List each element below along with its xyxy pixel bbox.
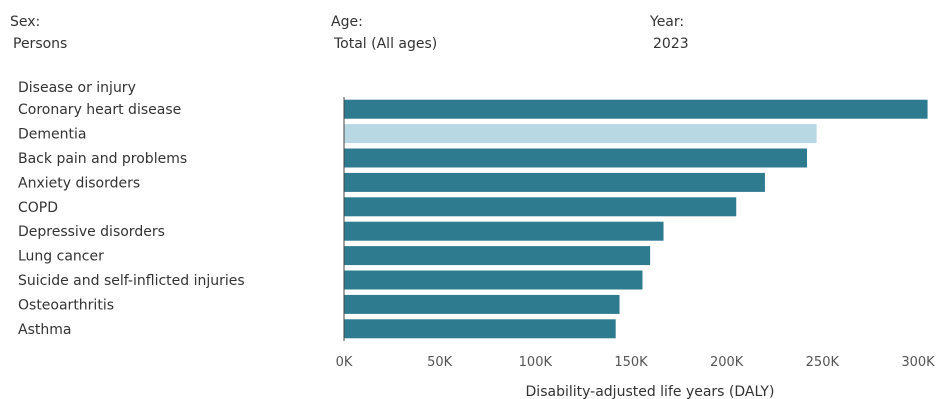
bar[interactable] [344, 270, 643, 290]
x-tick-label: 200K [710, 355, 744, 370]
category-label: Suicide and self-inflicted injuries [18, 273, 245, 289]
year-filter-label: Year: [650, 14, 685, 30]
year-filter[interactable]: Year: 2023 [650, 12, 689, 54]
x-axis-title: Disability-adjusted life years (DALY) [526, 384, 775, 399]
sex-filter[interactable]: Sex: Persons [10, 12, 67, 54]
age-filter-label: Age: [331, 14, 363, 30]
x-tick-label: 300K [901, 355, 935, 370]
bar[interactable] [344, 319, 616, 339]
bar[interactable] [344, 172, 765, 192]
bar[interactable] [344, 148, 808, 168]
bar[interactable] [344, 99, 928, 119]
category-label: Depressive disorders [18, 224, 165, 240]
bar[interactable] [344, 246, 651, 266]
category-label: Osteoarthritis [18, 297, 114, 313]
x-tick-label: 0K [336, 355, 353, 370]
category-label: Asthma [18, 322, 71, 338]
age-filter[interactable]: Age: Total (All ages) [331, 12, 437, 54]
category-label: COPD [18, 200, 58, 216]
sex-filter-value[interactable]: Persons [13, 36, 68, 52]
bar[interactable] [344, 294, 620, 314]
category-label: Anxiety disorders [18, 175, 140, 191]
year-filter-value[interactable]: 2023 [653, 36, 689, 52]
x-tick-label: 150K [614, 355, 648, 370]
x-tick-label: 250K [806, 355, 840, 370]
bar[interactable] [344, 221, 664, 241]
x-tick-label: 50K [427, 355, 453, 370]
bar[interactable] [344, 197, 737, 217]
category-label: Lung cancer [18, 249, 104, 265]
category-label: Back pain and problems [18, 151, 187, 167]
category-label: Dementia [18, 127, 86, 143]
category-label: Coronary heart disease [18, 102, 181, 118]
sex-filter-label: Sex: [10, 14, 41, 30]
category-column-header: Disease or injury [18, 80, 136, 96]
age-filter-value[interactable]: Total (All ages) [334, 36, 438, 52]
x-tick-label: 100K [519, 355, 553, 370]
bar[interactable] [344, 124, 817, 144]
